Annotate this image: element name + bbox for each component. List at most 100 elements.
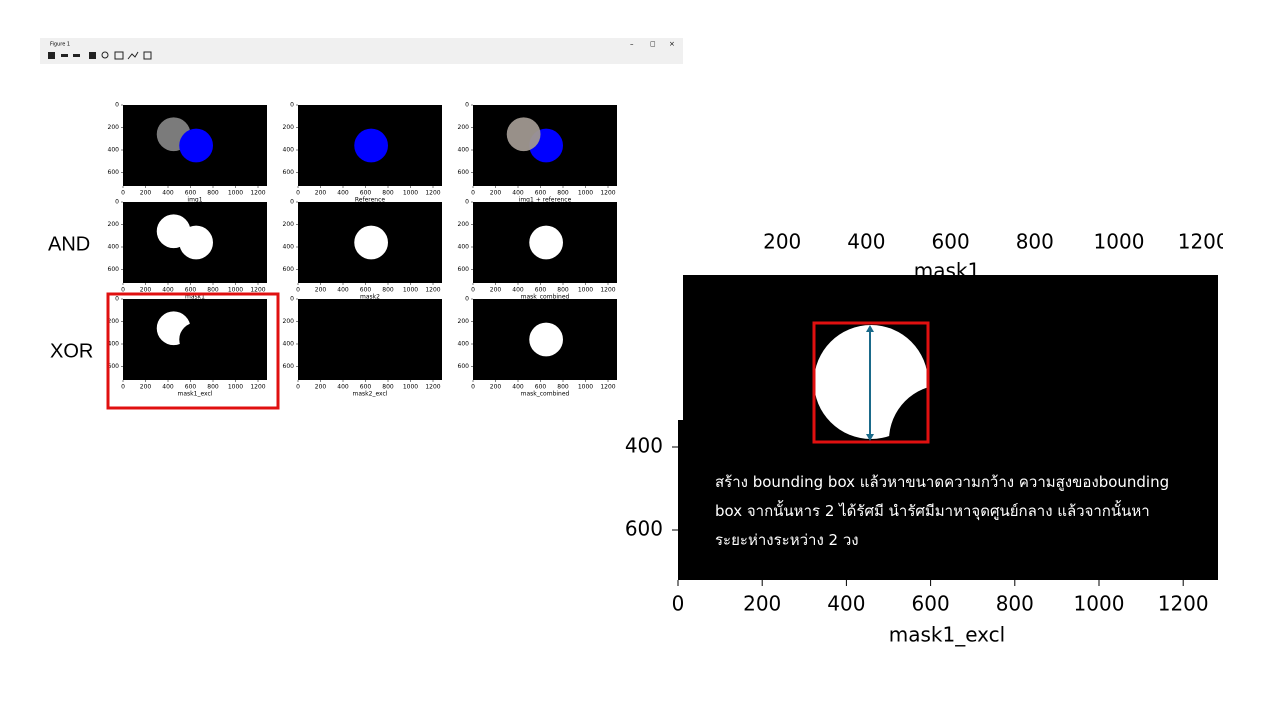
back-button[interactable]	[61, 54, 68, 57]
close[interactable]: ×	[669, 40, 675, 48]
highlight-box	[106, 292, 280, 410]
x-tick-label: 1000	[578, 287, 593, 294]
x-label: mask1_excl	[178, 391, 213, 398]
x-label: mask1_excl	[889, 623, 1005, 647]
x-tick-label: 200	[315, 384, 327, 391]
y-tick-label: 400	[283, 244, 295, 251]
zoom-button[interactable]	[101, 51, 109, 59]
x-tick-label: 0	[296, 287, 300, 294]
mask-cut	[889, 385, 999, 495]
pan-button[interactable]	[89, 52, 96, 59]
x-tick-label: 1000	[228, 190, 243, 197]
y-tick-label: 400	[283, 341, 295, 348]
window-titlebar	[40, 38, 683, 64]
x-tick-label: 200	[140, 190, 152, 197]
x-tick-label: 200	[743, 592, 781, 616]
x-tick-label: 200	[140, 384, 152, 391]
y-tick-label: 0	[115, 199, 119, 206]
save-button[interactable]	[143, 51, 152, 60]
x-tick-label: 800	[996, 592, 1034, 616]
y-tick-label: 200	[458, 221, 470, 228]
x-tick-label: 600	[185, 190, 197, 197]
configure-button[interactable]	[114, 51, 124, 60]
circle	[354, 128, 388, 163]
y-tick-label: 400	[108, 147, 120, 154]
row-label: AND	[48, 233, 90, 255]
y-tick-label: 400	[458, 147, 470, 154]
edit-button[interactable]	[127, 51, 139, 60]
zoom-view: 200 400 600 800 1000 1200 mask1 สร้าง bounding…	[625, 230, 1223, 647]
home-button[interactable]	[48, 52, 55, 59]
forward-button[interactable]	[73, 54, 80, 57]
y-tick-label: 0	[290, 296, 294, 303]
y-tick-label: 600	[283, 169, 295, 176]
x-tick-label: 200	[490, 190, 502, 197]
x-tick-label: 1000	[1094, 230, 1145, 254]
x-tick-label: 200	[490, 384, 502, 391]
x-tick-label: 600	[185, 287, 197, 294]
toolbar	[48, 51, 152, 60]
bounding-box	[812, 321, 930, 444]
x-tick-label: 800	[207, 190, 219, 197]
x-tick-label: 1200	[600, 384, 615, 391]
y-tick-label: 200	[458, 318, 470, 325]
maximize[interactable]: □	[650, 41, 656, 48]
x-label: img1	[187, 197, 202, 204]
x-tick-label: 800	[1016, 230, 1054, 254]
y-tick-label: 600	[108, 169, 120, 176]
y-tick-label: 600	[458, 363, 470, 370]
x-label: mask_combined	[521, 391, 570, 398]
x-tick-label: 200	[315, 287, 327, 294]
x-tick-label: 1200	[250, 287, 265, 294]
note-box: สร้าง bounding box แล้วหาขนาดความกว้าง ค…	[715, 473, 1170, 549]
x-tick-label: 800	[207, 384, 219, 391]
circle	[179, 322, 213, 357]
y-tick-label: 200	[108, 221, 120, 228]
x-tick-label: 400	[337, 384, 349, 391]
x-tick-label: 0	[296, 190, 300, 197]
circle	[179, 128, 213, 163]
x-label: mask1	[914, 259, 980, 283]
image	[298, 299, 442, 380]
x-tick-label: 0	[471, 287, 475, 294]
x-tick-label: 800	[207, 287, 219, 294]
x-tick-label: 1200	[600, 287, 615, 294]
zoom-top-axis: 200 400 600 800 1000 1200 mask1	[763, 230, 1223, 283]
x-tick-label: 400	[162, 384, 174, 391]
x-tick-label: 400	[827, 592, 865, 616]
x-tick-label: 600	[932, 230, 970, 254]
x-tick-label: 400	[512, 384, 524, 391]
circle	[529, 322, 563, 357]
y-tick-label: 600	[283, 266, 295, 273]
x-tick-label: 1000	[578, 384, 593, 391]
x-tick-label: 1000	[578, 190, 593, 197]
y-tick-label: 200	[108, 318, 120, 325]
row-label: XOR	[50, 340, 93, 362]
x-tick-label: 800	[382, 384, 394, 391]
x-label: mask2_excl	[353, 391, 388, 398]
x-tick-label: 200	[140, 287, 152, 294]
x-tick-label: 600	[535, 190, 547, 197]
x-tick-label: 800	[557, 287, 569, 294]
y-tick-label: 400	[283, 147, 295, 154]
y-tick-label: 200	[283, 221, 295, 228]
subplot: 0 200 400 600 800 1000 12000200400600mask1_exc…	[108, 296, 267, 398]
y-tick-label: 600	[458, 266, 470, 273]
y-tick-label: 200	[283, 318, 295, 325]
y-tick-label: 0	[290, 102, 294, 109]
minimize[interactable]: –	[630, 40, 634, 48]
x-tick-label: 600	[535, 287, 547, 294]
note: สร้าง bounding box แล้วหาขนาดความกว้าง ค…	[715, 473, 1170, 549]
x-tick-label: 400	[162, 287, 174, 294]
x-tick-label: 1200	[1158, 592, 1209, 616]
y-tick-label: 600	[108, 266, 120, 273]
x-tick-label: 800	[382, 287, 394, 294]
y-tick-label: 400	[108, 341, 120, 348]
circle	[354, 225, 388, 260]
x-tick-label: 0	[296, 384, 300, 391]
x-tick-label: 0	[121, 287, 125, 294]
x-tick-label: 800	[557, 190, 569, 197]
